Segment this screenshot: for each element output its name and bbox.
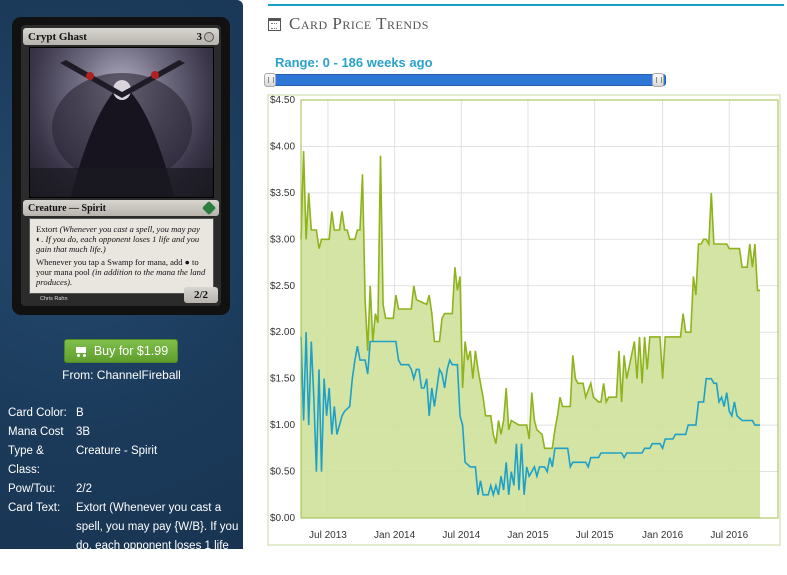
prop-row: Card Text: Extort (Whenever you cast a s… <box>8 502 239 571</box>
x-tick-label: Jan 2014 <box>374 530 416 541</box>
prop-row: Card Color: B <box>8 407 84 419</box>
y-tick-label: $0.50 <box>270 467 295 478</box>
panel-title: Card Price Trends <box>289 14 429 33</box>
calendar-icon <box>268 17 281 31</box>
y-tick-label: $1.00 <box>270 420 295 431</box>
vendor-text: From: ChannelFireball <box>62 368 181 382</box>
card-name-bar: Crypt Ghast 3 <box>23 28 219 45</box>
series-line-price-high <box>300 151 760 450</box>
accent-divider <box>268 4 784 6</box>
y-tick-label: $0.00 <box>270 513 295 524</box>
x-tick-label: Jul 2013 <box>309 530 347 541</box>
y-tick-label: $2.50 <box>270 281 295 292</box>
set-symbol-icon <box>201 200 217 216</box>
series-area-fill <box>301 151 760 518</box>
x-tick-label: Jul 2015 <box>576 530 614 541</box>
prop-row: Mana Cost 3B <box>8 426 91 438</box>
panel-heading: Card Price Trends <box>268 14 429 34</box>
card-artist: Chris Rahn <box>40 296 68 302</box>
card-properties: Card Color: B Mana Cost 3B Type & Class:… <box>8 404 240 575</box>
y-tick-label: $3.00 <box>270 234 295 245</box>
y-tick-label: $1.50 <box>270 374 295 385</box>
x-tick-label: Jul 2014 <box>442 530 480 541</box>
x-tick-label: Jan 2016 <box>642 530 684 541</box>
x-tick-label: Jan 2015 <box>507 530 549 541</box>
card-image: Crypt Ghast 3 Creature — Spirit Extort (… <box>12 17 230 315</box>
slider-handle-min[interactable] <box>264 73 276 87</box>
card-mana-cost: 3 <box>197 31 214 43</box>
card-name: Crypt Ghast <box>28 30 87 43</box>
card-type-line: Creature — Spirit <box>23 200 219 216</box>
price-trend-chart: $0.00 $0.50 $1.00 $1.50 $2.00 $2.50 $3.00 $3.50… <box>267 94 781 546</box>
card-info-panel: Crypt Ghast 3 Creature — Spirit Extort (… <box>0 0 243 571</box>
prop-row: Type & Class: Creature - Spirit <box>8 445 158 476</box>
y-tick-label: $4.00 <box>270 141 295 152</box>
card-power-toughness: 2/2 <box>184 287 218 303</box>
plot-border <box>300 99 779 519</box>
range-slider[interactable] <box>264 73 666 87</box>
prop-row: Pow/Tou: 2/2 <box>8 483 92 495</box>
y-tick-label: $4.50 <box>270 95 295 106</box>
card-artwork <box>29 47 214 198</box>
chart-svg: $0.00 $0.50 $1.00 $1.50 $2.00 $2.50 $3.00 $3.50… <box>267 94 781 546</box>
slider-track[interactable] <box>264 74 666 86</box>
black-mana-icon <box>204 31 214 42</box>
range-label: Range: 0 - 186 weeks ago <box>275 55 433 70</box>
y-tick-label: $2.00 <box>270 327 295 338</box>
shopping-cart-icon <box>74 346 88 357</box>
slider-handle-max[interactable] <box>652 73 664 87</box>
y-tick-label: $3.50 <box>270 188 295 199</box>
x-tick-label: Jul 2016 <box>710 530 748 541</box>
series-line-price-low <box>300 332 760 498</box>
buy-button[interactable]: Buy for $1.99 <box>64 339 178 363</box>
card-rules-text: Extort (Whenever you cast a spell, you m… <box>29 218 214 294</box>
